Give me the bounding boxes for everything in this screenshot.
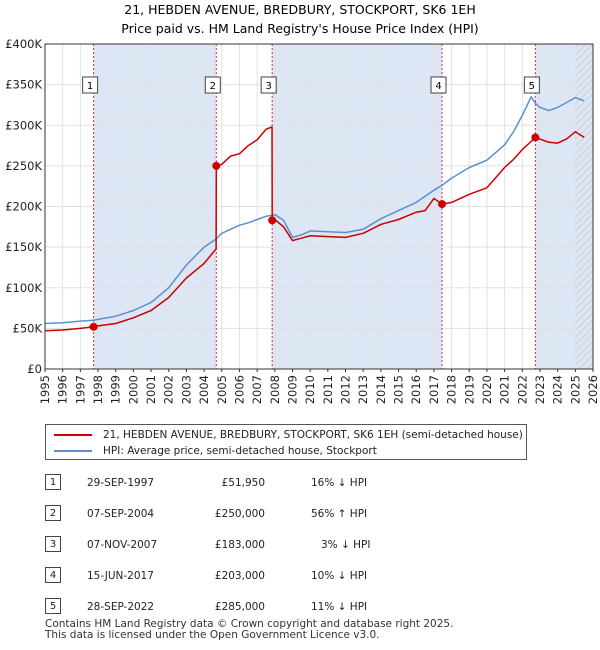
price-chart: 21, HEBDEN AVENUE, BREDBURY, STOCKPORT, … [5,2,600,404]
x-tick-label: 2001 [144,375,158,404]
row-price: £183,000 [214,539,265,551]
x-tick-label: 2024 [551,375,565,404]
y-tick-label: £100K [5,281,42,295]
transaction-label-box-2 [204,76,221,94]
x-tick-label: 2009 [285,375,299,404]
chart-subtitle: Price paid vs. HM Land Registry's House … [121,21,478,36]
y-tick-label: £0 [27,362,42,376]
x-tick-label: 2019 [462,375,476,404]
hpi-line [44,96,585,325]
y-tick-label: £350K [5,78,42,92]
transaction-label-1: 1 [87,81,93,92]
x-tick-label: 2010 [303,375,317,404]
x-tick-label: 2013 [356,375,370,404]
row-date: 15-JUN-2017 [87,570,154,582]
row-price: £51,950 [221,477,265,489]
footer-attribution: Contains HM Land Registry data © Crown c… [45,619,453,641]
x-tick-label: 2015 [392,375,406,404]
y-tick-label: £50K [13,321,43,335]
x-tick-label: 2018 [445,375,459,404]
row-number-badge: 4 [45,567,61,583]
property-price-line [44,126,585,332]
transaction-marker-3 [268,216,277,225]
x-tick-label: 1999 [109,375,123,404]
x-tick-label: 2003 [179,375,193,404]
row-hpi: 11% ↓ HPI [311,601,368,613]
row-number-badge: 1 [45,474,61,490]
x-tick-label: 2012 [339,375,353,404]
x-tick-label: 2017 [427,375,441,404]
x-tick-label: 1998 [91,375,105,404]
row-hpi: 3% ↓ HPI [321,539,371,551]
x-tick-label: 2007 [250,375,264,404]
legend-item-hpi: HPI: Average price, semi-detached house,… [54,442,377,460]
x-tick-label: 2023 [533,375,547,404]
row-date: 28-SEP-2022 [87,601,155,613]
x-tick-label: 2014 [374,375,388,404]
x-tick-label: 2025 [568,375,582,404]
plot-frame [44,43,594,370]
row-hpi: 56% ↑ HPI [311,508,368,520]
transaction-markers [89,133,540,331]
x-tick-label: 2008 [268,375,282,404]
row-number-badge: 3 [45,536,61,552]
legend-swatch-property [54,434,92,436]
transaction-labels: 1 2 3 4 5 [82,76,540,94]
transaction-marker-1 [89,322,98,331]
row-price: £250,000 [214,508,265,520]
row-date: 29-SEP-1997 [87,477,155,489]
series-lines [44,96,585,332]
row-date: 07-SEP-2004 [87,508,155,520]
x-tick-label: 2022 [515,375,529,404]
y-tick-label: £400K [5,37,42,51]
transaction-label-2: 2 [210,81,216,92]
y-tick-label: £200K [5,200,42,214]
y-tick-label: £250K [5,159,42,173]
axes: £0 £50K £100K £150K £200K £250K £300K £350K £400… [5,37,600,404]
x-tick-label: 2016 [409,375,423,404]
chart-title: 21, HEBDEN AVENUE, BREDBURY, STOCKPORT, … [124,2,475,17]
row-hpi: 16% ↓ HPI [311,477,368,489]
x-tick-label: 2005 [215,375,229,404]
x-tick-label: 1996 [56,375,70,404]
x-tick-label: 1995 [38,375,52,404]
legend: 21, HEBDEN AVENUE, BREDBURY, STOCKPORT, … [45,424,527,460]
footer-licence: This data is licensed under the Open Gov… [45,629,380,641]
x-tick-label: 2000 [126,375,140,404]
forecast-hatch [575,44,593,369]
x-tick-label: 2021 [498,375,512,404]
transaction-label-box-5 [523,76,540,94]
transaction-label-3: 3 [265,81,271,92]
forecast-region [575,44,593,369]
transaction-label-box-4 [430,76,447,94]
transaction-label-box-3 [260,76,277,94]
row-price: £203,000 [214,570,265,582]
transaction-label-5: 5 [529,81,535,92]
x-tick-label: 2006 [232,375,246,404]
footer-copyright: Contains HM Land Registry data © Crown c… [45,618,454,630]
x-tick-label: 2026 [586,375,600,404]
y-tick-label: £300K [5,118,42,132]
row-date: 07-NOV-2007 [87,539,158,551]
legend-swatch-hpi [54,450,92,452]
transaction-marker-5 [531,133,540,142]
x-tick-label: 2002 [162,375,176,404]
legend-label-hpi: HPI: Average price, semi-detached house,… [103,445,377,457]
transaction-label-4: 4 [435,81,441,92]
transaction-marker-4 [438,200,447,209]
x-tick-label: 2020 [480,375,494,404]
row-number-badge: 5 [45,598,61,614]
transaction-label-box-1 [82,76,99,94]
y-tick-label: £150K [5,240,42,254]
legend-item-property: 21, HEBDEN AVENUE, BREDBURY, STOCKPORT, … [54,426,523,444]
transaction-marker-2 [212,161,221,170]
x-tick-label: 2004 [197,375,211,404]
x-tick-label: 1997 [73,375,87,404]
x-tick-label: 2011 [321,375,335,404]
row-hpi: 10% ↓ HPI [311,570,368,582]
row-price: £285,000 [214,601,265,613]
legend-label-property: 21, HEBDEN AVENUE, BREDBURY, STOCKPORT, … [103,429,523,441]
row-number-badge: 2 [45,505,61,521]
